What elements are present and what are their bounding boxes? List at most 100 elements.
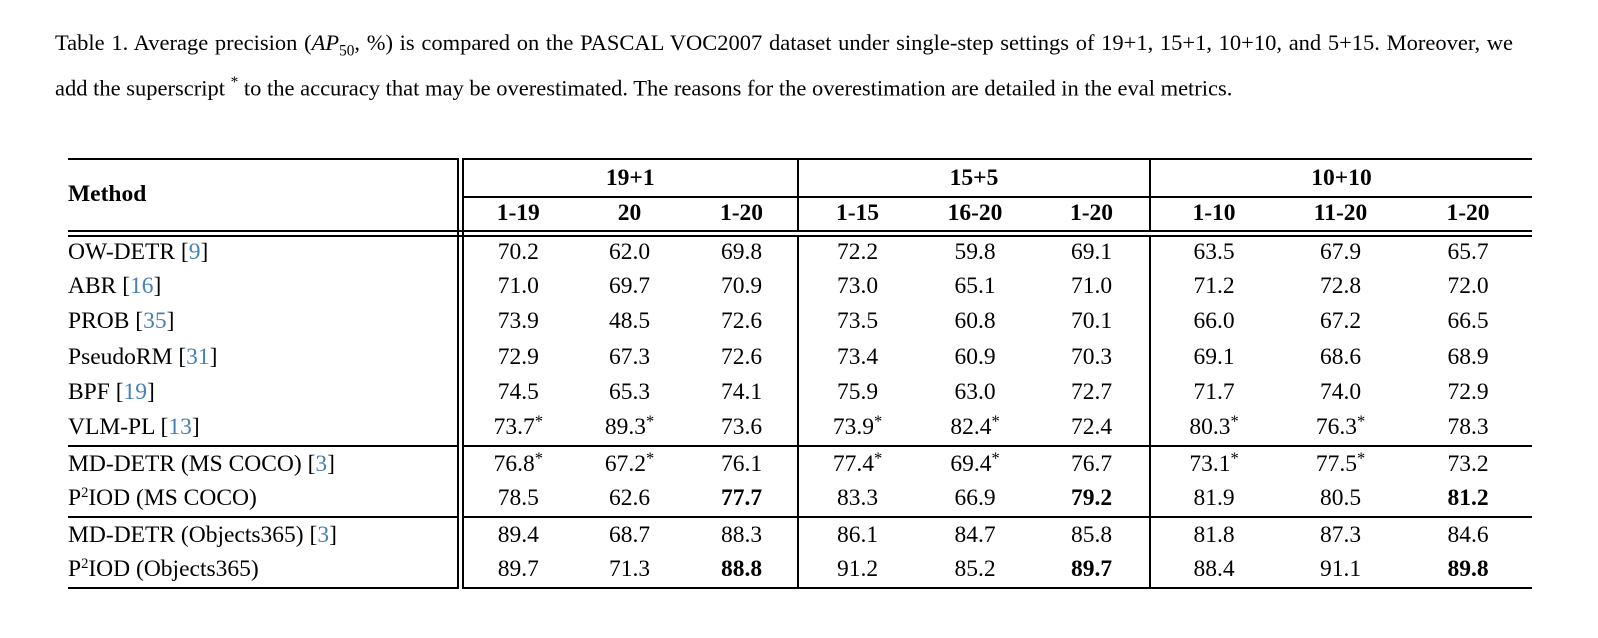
value-cell: 65.3 (573, 375, 686, 411)
subcol-header: 16-20 (916, 197, 1034, 237)
citation-ref[interactable]: 31 (186, 343, 210, 370)
ap-value: 89.4 (497, 521, 539, 548)
value-cell: 83.3 (797, 481, 916, 517)
value-cell: 88.8 (686, 553, 798, 589)
ap-value: 73.7 (493, 414, 535, 441)
table-row: VLM-PL [13] 73.7* 89.3* 73.6 73.9* 82.4* 72.4 8… (68, 410, 1532, 447)
value-cell: 89.3* (573, 411, 686, 447)
ap-value: 76.3 (1315, 414, 1357, 441)
citation-ref[interactable]: 3 (317, 521, 330, 548)
value-cell: 69.1 (1034, 233, 1150, 269)
value-cell: 75.9 (797, 375, 916, 411)
ap-value: 74.5 (497, 379, 539, 406)
value-cell: 67.2 (1277, 304, 1404, 340)
ap-value: 72.0 (1447, 272, 1489, 299)
citation-ref[interactable]: 13 (168, 414, 192, 441)
value-cell: 86.1 (797, 516, 916, 553)
ap-value: 69.8 (720, 239, 763, 265)
citation-bracket: ] (327, 450, 335, 477)
value-cell: 76.1 (686, 445, 798, 482)
ap-value: 66.5 (1447, 308, 1489, 335)
citation-ref[interactable]: 3 (315, 450, 328, 477)
ap-value: 73.2 (1447, 450, 1489, 477)
ap-value: 69.4 (950, 450, 992, 477)
ap-value: 63.5 (1193, 239, 1235, 265)
overestimate-asterisk: * (645, 411, 655, 431)
method-name: 2 (81, 556, 89, 573)
ap-value: 69.1 (1193, 343, 1235, 370)
value-cell: 72.9 (1404, 375, 1532, 411)
ap-value: 72.2 (836, 239, 879, 265)
value-cell: 71.0 (1034, 269, 1150, 305)
value-cell: 66.9 (916, 482, 1034, 518)
method-cell: PROB [35] (68, 304, 464, 340)
ap-value: 77.7 (720, 485, 763, 512)
value-cell: 89.8 (1404, 553, 1532, 589)
value-cell: 89.7 (1034, 553, 1150, 589)
ap-value: 74.1 (720, 379, 763, 406)
table-row: MD-DETR (MS COCO) [3] 76.8* 67.2* 76.1 77.4*… (68, 445, 1532, 482)
method-cell: OW-DETR [9] (68, 233, 464, 269)
ap-value: 60.9 (954, 343, 996, 370)
method-name: OW-DETR (68, 239, 176, 265)
ap-value: 89.7 (497, 556, 539, 583)
citation-ref[interactable]: 9 (188, 239, 201, 265)
value-cell: 63.0 (916, 375, 1034, 411)
ap-value: 80.3 (1189, 414, 1231, 441)
citation-bracket: [ (109, 379, 124, 406)
value-cell: 68.7 (573, 516, 686, 553)
subcol-header: 20 (573, 197, 686, 237)
citation-ref[interactable]: 19 (123, 379, 148, 406)
ap-value: 68.6 (1319, 343, 1362, 370)
ap-value: 67.3 (608, 343, 651, 370)
caption-text: 50 (339, 42, 355, 60)
value-cell: 71.0 (460, 269, 573, 305)
ap-value: 84.7 (954, 521, 996, 548)
citation-ref[interactable]: 16 (130, 272, 154, 299)
ap-value: 67.2 (1319, 308, 1362, 335)
caption-text: AP (311, 30, 340, 55)
method-cell: MD-DETR (MS COCO) [3] (68, 445, 464, 482)
value-cell: 67.3 (573, 340, 686, 376)
ap-value: 77.4 (832, 450, 874, 477)
method-cell: P2IOD (Objects365) (68, 552, 464, 588)
citation-bracket: [ (175, 239, 189, 265)
ap-value: 87.3 (1319, 521, 1362, 548)
method-name: P (68, 485, 82, 512)
group-header-15plus5: 15+5 (797, 159, 1150, 198)
ap-value: 65.1 (954, 272, 996, 299)
value-cell: 89.4 (460, 516, 573, 553)
value-cell: 62.0 (573, 233, 686, 269)
overestimate-asterisk: * (873, 448, 883, 468)
value-cell: 70.9 (686, 269, 798, 305)
results-table: Method 19+1 15+5 10+10 1-19 20 1-20 1-15… (68, 158, 1532, 589)
ap-value: 71.0 (1070, 272, 1113, 299)
value-cell: 73.9* (797, 410, 916, 446)
ap-value: 78.5 (497, 485, 539, 512)
ap-value: 67.2 (604, 450, 646, 477)
citation-bracket: [ (172, 343, 187, 370)
ap-value: 72.7 (1070, 379, 1113, 406)
ap-value: 73.4 (836, 343, 879, 370)
method-name: IOD (MS COCO) (88, 485, 257, 512)
ap-value: 89.3 (604, 414, 646, 441)
value-cell: 88.3 (686, 516, 798, 553)
citation-bracket: ] (329, 521, 337, 548)
subcol-header: 1-20 (1034, 197, 1150, 237)
table-caption: Table 1. Average precision (AP50, %) is … (55, 27, 1513, 104)
ap-value: 68.9 (1447, 343, 1489, 370)
ap-value: 72.9 (1447, 379, 1489, 406)
value-cell: 67.9 (1277, 233, 1404, 269)
value-cell: 72.6 (686, 340, 798, 376)
value-cell: 71.3 (573, 553, 686, 589)
ap-value: 73.9 (832, 414, 874, 441)
ap-value: 65.3 (608, 379, 651, 406)
value-cell: 80.3* (1149, 410, 1277, 446)
ap-value: 88.3 (720, 521, 763, 548)
ap-value: 72.6 (720, 343, 763, 370)
method-name: MD-DETR (Objects365) (68, 521, 304, 548)
value-cell: 81.2 (1404, 482, 1532, 518)
value-cell: 74.1 (686, 375, 798, 411)
method-name: PseudoRM (68, 343, 173, 370)
citation-ref[interactable]: 35 (143, 308, 167, 335)
